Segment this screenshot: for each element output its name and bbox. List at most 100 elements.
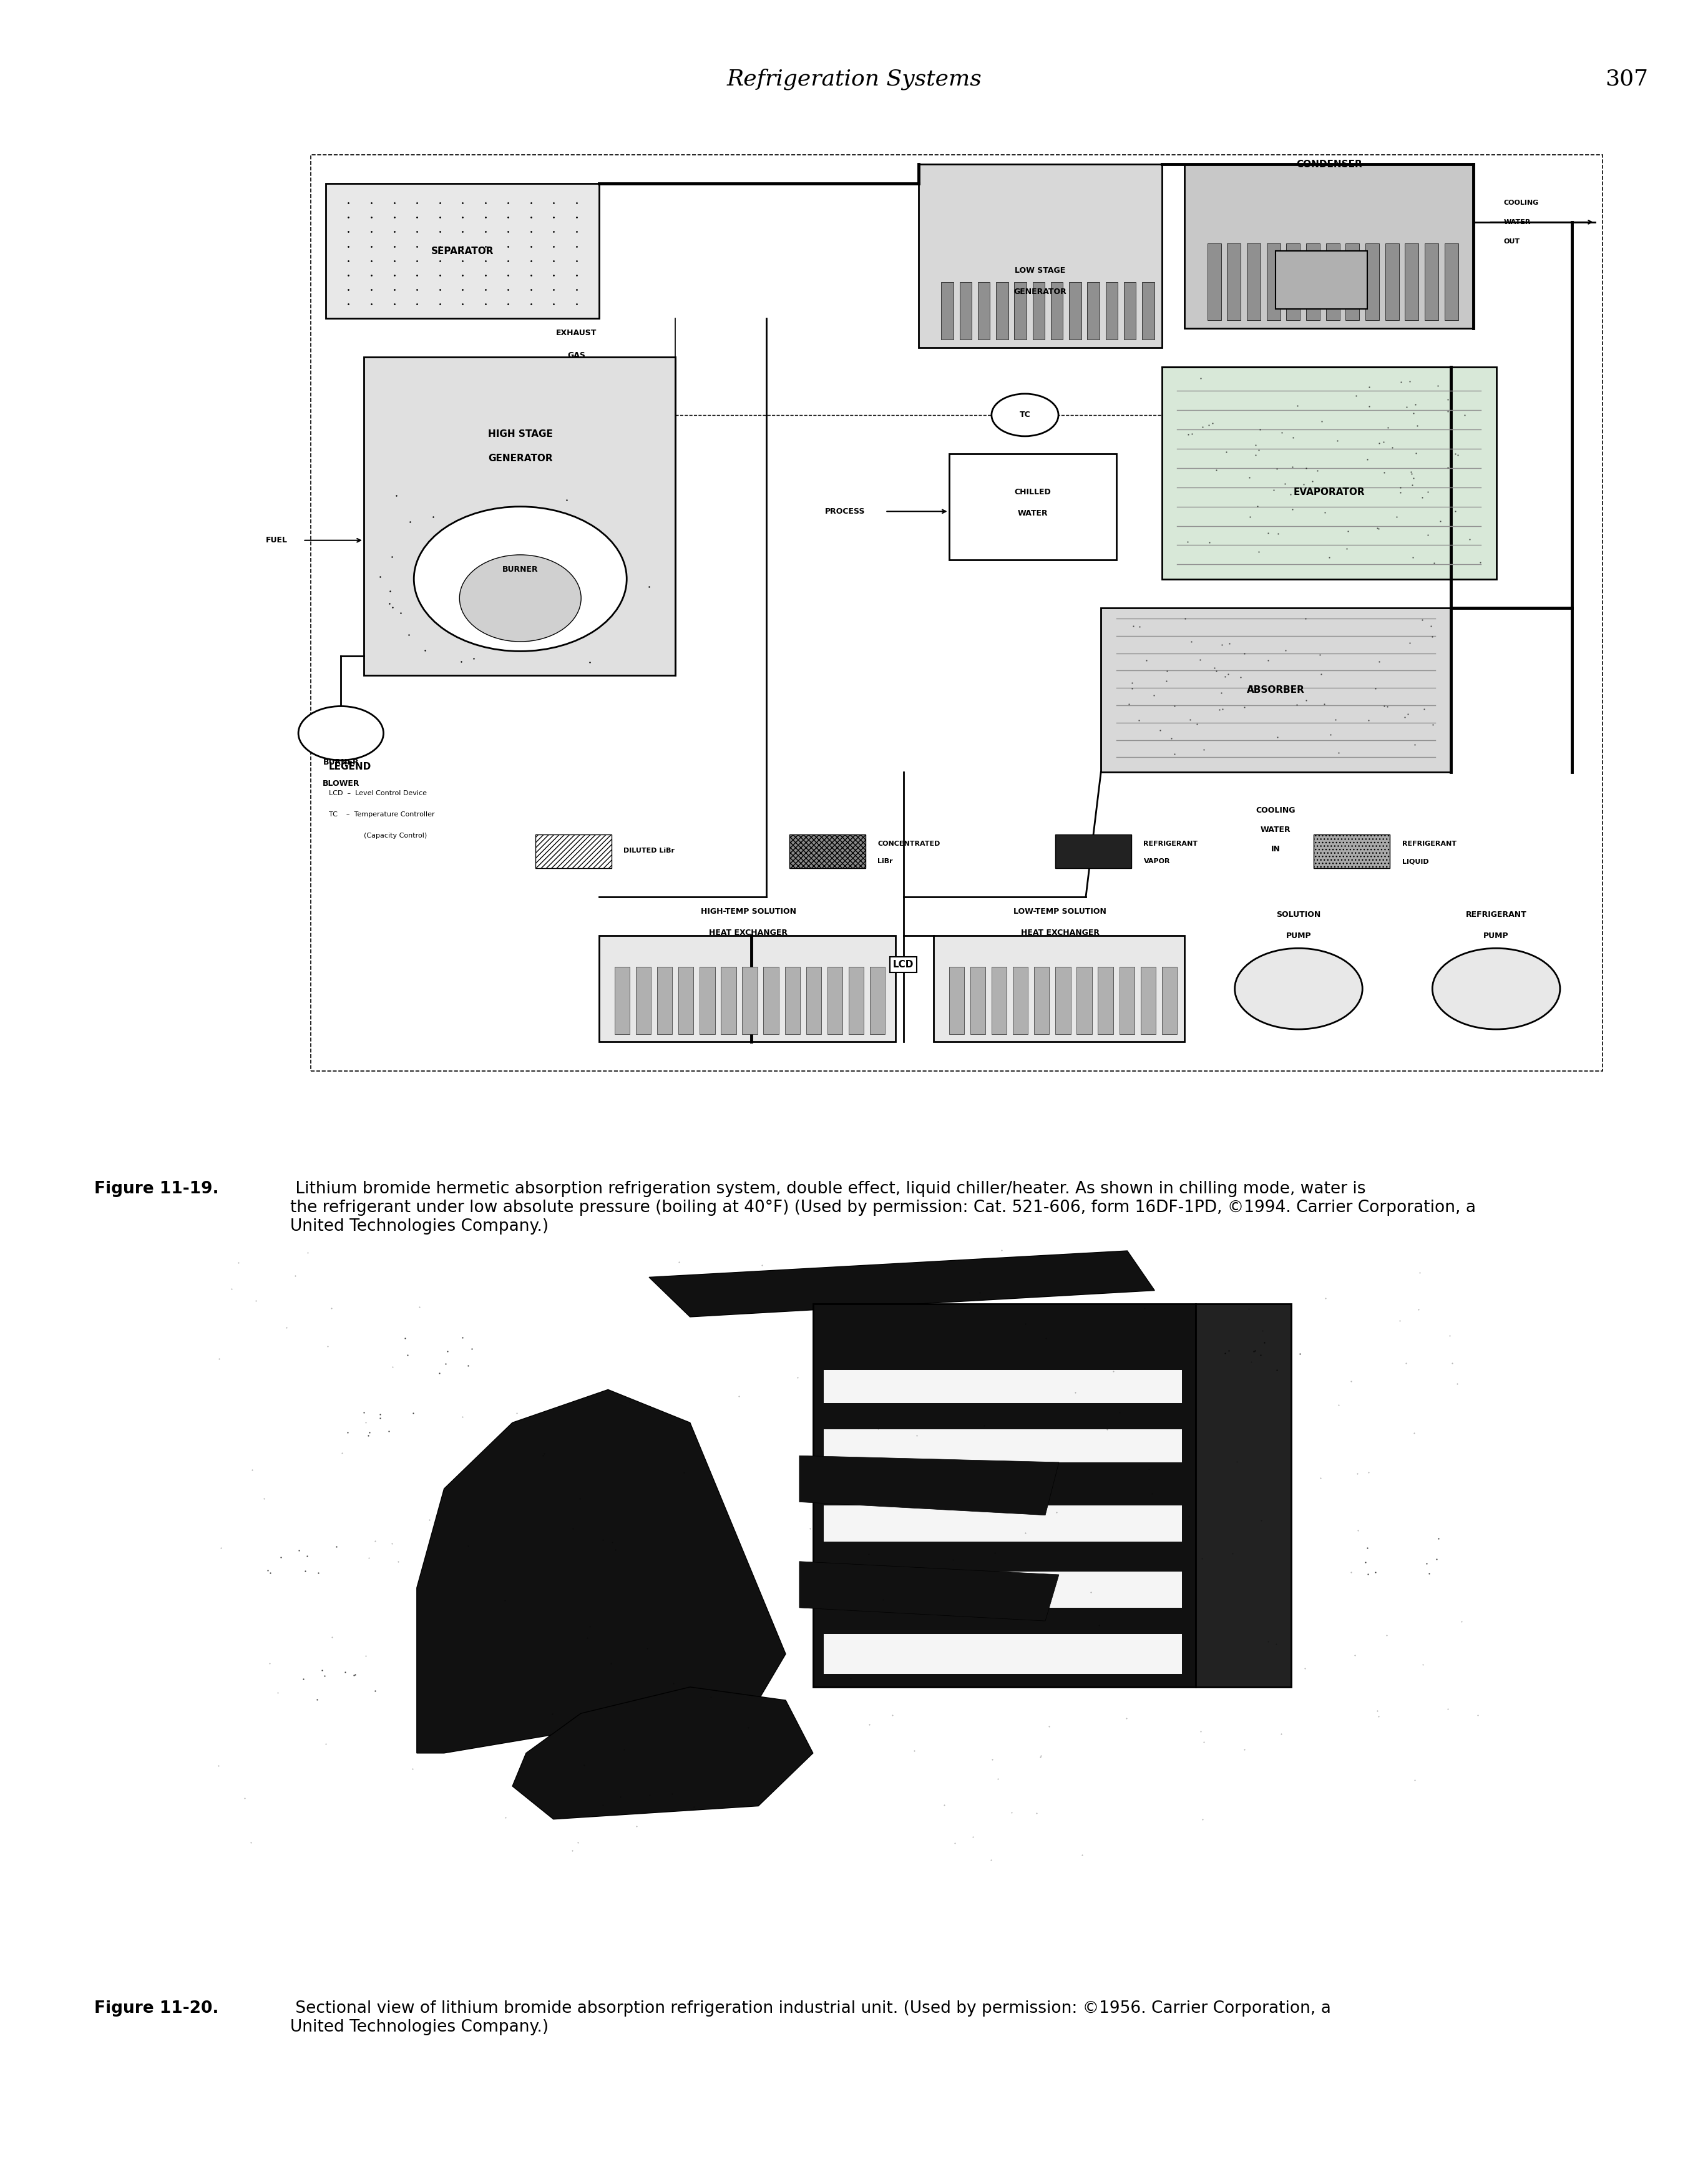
Bar	[1406, 243, 1419, 321]
Bar	[1247, 243, 1261, 321]
Bar	[919, 165, 1161, 347]
Bar	[823, 1506, 1182, 1541]
Bar	[1119, 966, 1134, 1034]
Text: GENERATOR: GENERATOR	[488, 453, 553, 464]
Bar	[941, 282, 953, 340]
Bar	[1208, 243, 1221, 321]
Bar	[1267, 243, 1281, 321]
Bar	[1033, 282, 1045, 340]
Text: 307: 307	[1606, 69, 1648, 89]
Bar	[1325, 243, 1339, 321]
Bar	[1076, 966, 1091, 1034]
Text: DILUTED LiBr: DILUTED LiBr	[623, 847, 675, 854]
Text: VAPOR: VAPOR	[1144, 858, 1170, 865]
Text: TC    –  Temperature Controller: TC – Temperature Controller	[328, 810, 434, 817]
Text: BURNER: BURNER	[323, 758, 359, 767]
Bar	[1056, 966, 1071, 1034]
Bar	[813, 1305, 1196, 1686]
Bar	[950, 966, 963, 1034]
Bar	[1385, 243, 1399, 321]
Ellipse shape	[413, 507, 627, 652]
Text: ABSORBER: ABSORBER	[1247, 685, 1305, 693]
Text: EXHAUST: EXHAUST	[557, 329, 596, 338]
Text: COOLING: COOLING	[1255, 806, 1296, 815]
Bar	[1050, 282, 1062, 340]
Text: CONDENSER: CONDENSER	[1296, 160, 1361, 169]
Polygon shape	[799, 1456, 1059, 1515]
Text: TC: TC	[1020, 412, 1030, 418]
Bar	[326, 184, 600, 319]
Text: Lithium bromide hermetic absorption refrigeration system, double effect, liquid : Lithium bromide hermetic absorption refr…	[290, 1181, 1476, 1235]
Bar	[823, 1370, 1182, 1402]
Bar	[1276, 251, 1366, 310]
Bar	[1143, 282, 1155, 340]
Text: WATER: WATER	[1503, 219, 1530, 225]
Bar	[763, 966, 779, 1034]
Bar	[827, 966, 842, 1034]
Bar	[1161, 966, 1177, 1034]
Text: HEAT EXCHANGER: HEAT EXCHANGER	[709, 930, 787, 936]
Circle shape	[299, 706, 384, 761]
Bar	[1069, 282, 1081, 340]
Bar	[364, 358, 675, 676]
Text: GENERATOR: GENERATOR	[1015, 288, 1066, 295]
Bar	[823, 1571, 1182, 1608]
Text: LCD: LCD	[893, 960, 914, 969]
Bar	[970, 966, 986, 1034]
Polygon shape	[649, 1250, 1155, 1318]
Bar	[1445, 243, 1459, 321]
Text: SEPARATOR: SEPARATOR	[430, 247, 494, 256]
Bar	[1124, 282, 1136, 340]
Text: WATER: WATER	[1261, 826, 1291, 834]
Bar	[784, 966, 799, 1034]
Bar	[600, 936, 895, 1042]
Bar	[1286, 243, 1300, 321]
Bar	[934, 936, 1185, 1042]
Text: IN: IN	[1271, 845, 1281, 854]
Bar	[789, 834, 866, 869]
Bar	[700, 966, 716, 1034]
Bar	[992, 966, 1006, 1034]
Text: PROCESS: PROCESS	[825, 507, 866, 516]
Polygon shape	[799, 1562, 1059, 1621]
Text: LIQUID: LIQUID	[1402, 858, 1428, 865]
Text: PUMP: PUMP	[1286, 932, 1312, 940]
Bar	[1185, 165, 1474, 327]
Bar	[1033, 966, 1049, 1034]
Bar	[1141, 966, 1156, 1034]
Text: BLOWER: BLOWER	[323, 780, 359, 787]
Polygon shape	[512, 1686, 813, 1818]
Text: Figure 11-20.: Figure 11-20.	[94, 2000, 219, 2015]
Text: BURNER: BURNER	[502, 566, 538, 574]
Text: Sectional view of lithium bromide absorption refrigeration industrial unit. (Use: Sectional view of lithium bromide absorp…	[290, 2000, 1331, 2035]
Text: OUT: OUT	[1503, 238, 1520, 245]
Circle shape	[1433, 949, 1559, 1029]
Bar	[721, 966, 736, 1034]
Bar	[635, 966, 651, 1034]
Text: HIGH STAGE: HIGH STAGE	[488, 429, 553, 440]
Text: LiBr: LiBr	[878, 858, 893, 865]
Text: REFRIGERANT: REFRIGERANT	[1465, 910, 1527, 919]
Bar	[849, 966, 864, 1034]
Bar	[950, 453, 1117, 559]
Bar	[1088, 282, 1100, 340]
Bar	[743, 966, 757, 1034]
Text: (Capacity Control): (Capacity Control)	[364, 832, 427, 839]
Text: REFRIGERANT: REFRIGERANT	[1144, 841, 1197, 847]
Bar	[1015, 282, 1027, 340]
Bar	[823, 1430, 1182, 1463]
Text: LOW STAGE: LOW STAGE	[1015, 267, 1066, 275]
Bar	[869, 966, 885, 1034]
Bar	[678, 966, 693, 1034]
Bar	[536, 834, 611, 869]
Bar	[1365, 243, 1378, 321]
Text: SOLUTION: SOLUTION	[1276, 910, 1320, 919]
Text: Figure 11-19.: Figure 11-19.	[94, 1181, 219, 1196]
Text: FUEL: FUEL	[266, 535, 287, 544]
Bar	[1105, 282, 1117, 340]
Text: REFRIGERANT: REFRIGERANT	[1402, 841, 1457, 847]
Bar	[615, 966, 630, 1034]
Bar	[1307, 243, 1320, 321]
Bar	[1056, 834, 1131, 869]
Bar	[960, 282, 972, 340]
